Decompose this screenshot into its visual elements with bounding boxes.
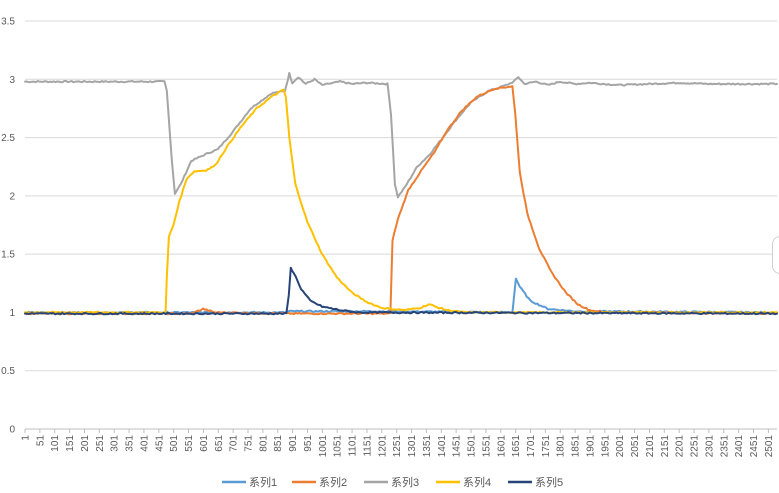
x-tick-label: 1601 — [496, 435, 507, 458]
y-tick-label: 0.5 — [1, 366, 15, 377]
x-tick-label: 2451 — [749, 435, 760, 458]
x-tick-label: 2051 — [630, 435, 641, 458]
x-tick-label: 301 — [110, 435, 121, 452]
chart-resize-handle[interactable] — [772, 236, 779, 274]
x-tick-label: 851 — [273, 435, 284, 452]
x-tick-label: 2201 — [675, 435, 686, 458]
series-line — [24, 277, 778, 315]
y-tick-label: 3 — [9, 75, 15, 86]
x-tick-label: 2151 — [660, 435, 671, 458]
x-tick-label: 951 — [303, 435, 314, 452]
y-tick-label: 2.5 — [1, 133, 15, 144]
y-tick-label: 0 — [9, 425, 15, 436]
x-tick-label: 651 — [214, 435, 225, 452]
x-tick-label: 51 — [35, 435, 46, 447]
x-tick-label: 1 — [21, 435, 32, 441]
y-tick-label: 1 — [9, 308, 15, 319]
series-lines — [24, 71, 778, 316]
y-tick-label: 1.5 — [1, 250, 15, 261]
x-tick-label: 2301 — [704, 435, 715, 458]
x-tick-label: 2101 — [645, 435, 656, 458]
x-tick-label: 1051 — [333, 435, 344, 458]
x-tick-label: 1851 — [571, 435, 582, 458]
x-axis: 1 51 101 151 201 251 301 351 401 451 501 551 601 651 7… — [21, 429, 775, 457]
y-tick-label: 3.5 — [1, 17, 15, 28]
x-tick-label: 1801 — [556, 435, 567, 458]
x-tick-label: 601 — [199, 435, 210, 452]
x-tick-label: 2351 — [719, 435, 730, 458]
x-tick-label: 2501 — [764, 435, 775, 458]
x-tick-label: 1001 — [318, 435, 329, 458]
series-line — [24, 266, 778, 316]
x-tick-label: 151 — [65, 435, 76, 452]
x-tick-label: 751 — [244, 435, 255, 452]
series-line — [24, 88, 778, 315]
x-tick-label: 351 — [125, 435, 136, 452]
y-tick-label: 2 — [9, 191, 15, 202]
legend-label: 系列1 — [249, 475, 277, 489]
x-tick-label: 1351 — [422, 435, 433, 458]
series-line — [24, 85, 778, 316]
legend-label: 系列5 — [535, 475, 563, 489]
x-tick-label: 2401 — [734, 435, 745, 458]
series-line — [24, 71, 778, 199]
x-tick-label: 1151 — [362, 435, 373, 457]
x-tick-label: 201 — [80, 435, 91, 452]
x-tick-label: 2251 — [690, 435, 701, 458]
legend-label: 系列3 — [391, 475, 419, 489]
x-tick-label: 1751 — [541, 435, 552, 458]
x-tick-label: 451 — [154, 435, 165, 452]
x-tick-label: 501 — [169, 435, 180, 452]
x-tick-label: 1201 — [377, 435, 388, 458]
y-axis-tick-labels: 0 0.5 1 1.5 2 2.5 3 3.5 — [1, 17, 15, 436]
x-tick-label: 1101 — [348, 435, 359, 457]
x-tick-label: 1301 — [407, 435, 418, 458]
x-tick-label: 1701 — [526, 435, 537, 458]
x-tick-label: 1451 — [452, 435, 463, 458]
x-tick-label: 1551 — [481, 435, 492, 458]
x-tick-label: 2001 — [615, 435, 626, 458]
x-tick-label: 1651 — [511, 435, 522, 458]
x-tick-label: 1501 — [467, 435, 478, 458]
x-tick-label: 101 — [50, 435, 61, 452]
x-tick-label: 1251 — [392, 435, 403, 458]
x-tick-label: 901 — [288, 435, 299, 452]
x-tick-label: 801 — [258, 435, 269, 452]
legend-label: 系列4 — [463, 475, 491, 489]
legend-label: 系列2 — [319, 475, 347, 489]
x-tick-label: 251 — [95, 435, 106, 452]
x-tick-label: 701 — [229, 435, 240, 452]
x-tick-label: 1901 — [585, 435, 596, 458]
x-tick-label: 1401 — [437, 435, 448, 458]
legend: 系列1 系列2 系列3 系列4 系列5 — [222, 475, 563, 489]
x-tick-label: 401 — [139, 435, 150, 452]
x-tick-label: 1951 — [600, 435, 611, 458]
x-tick-label: 551 — [184, 435, 195, 452]
